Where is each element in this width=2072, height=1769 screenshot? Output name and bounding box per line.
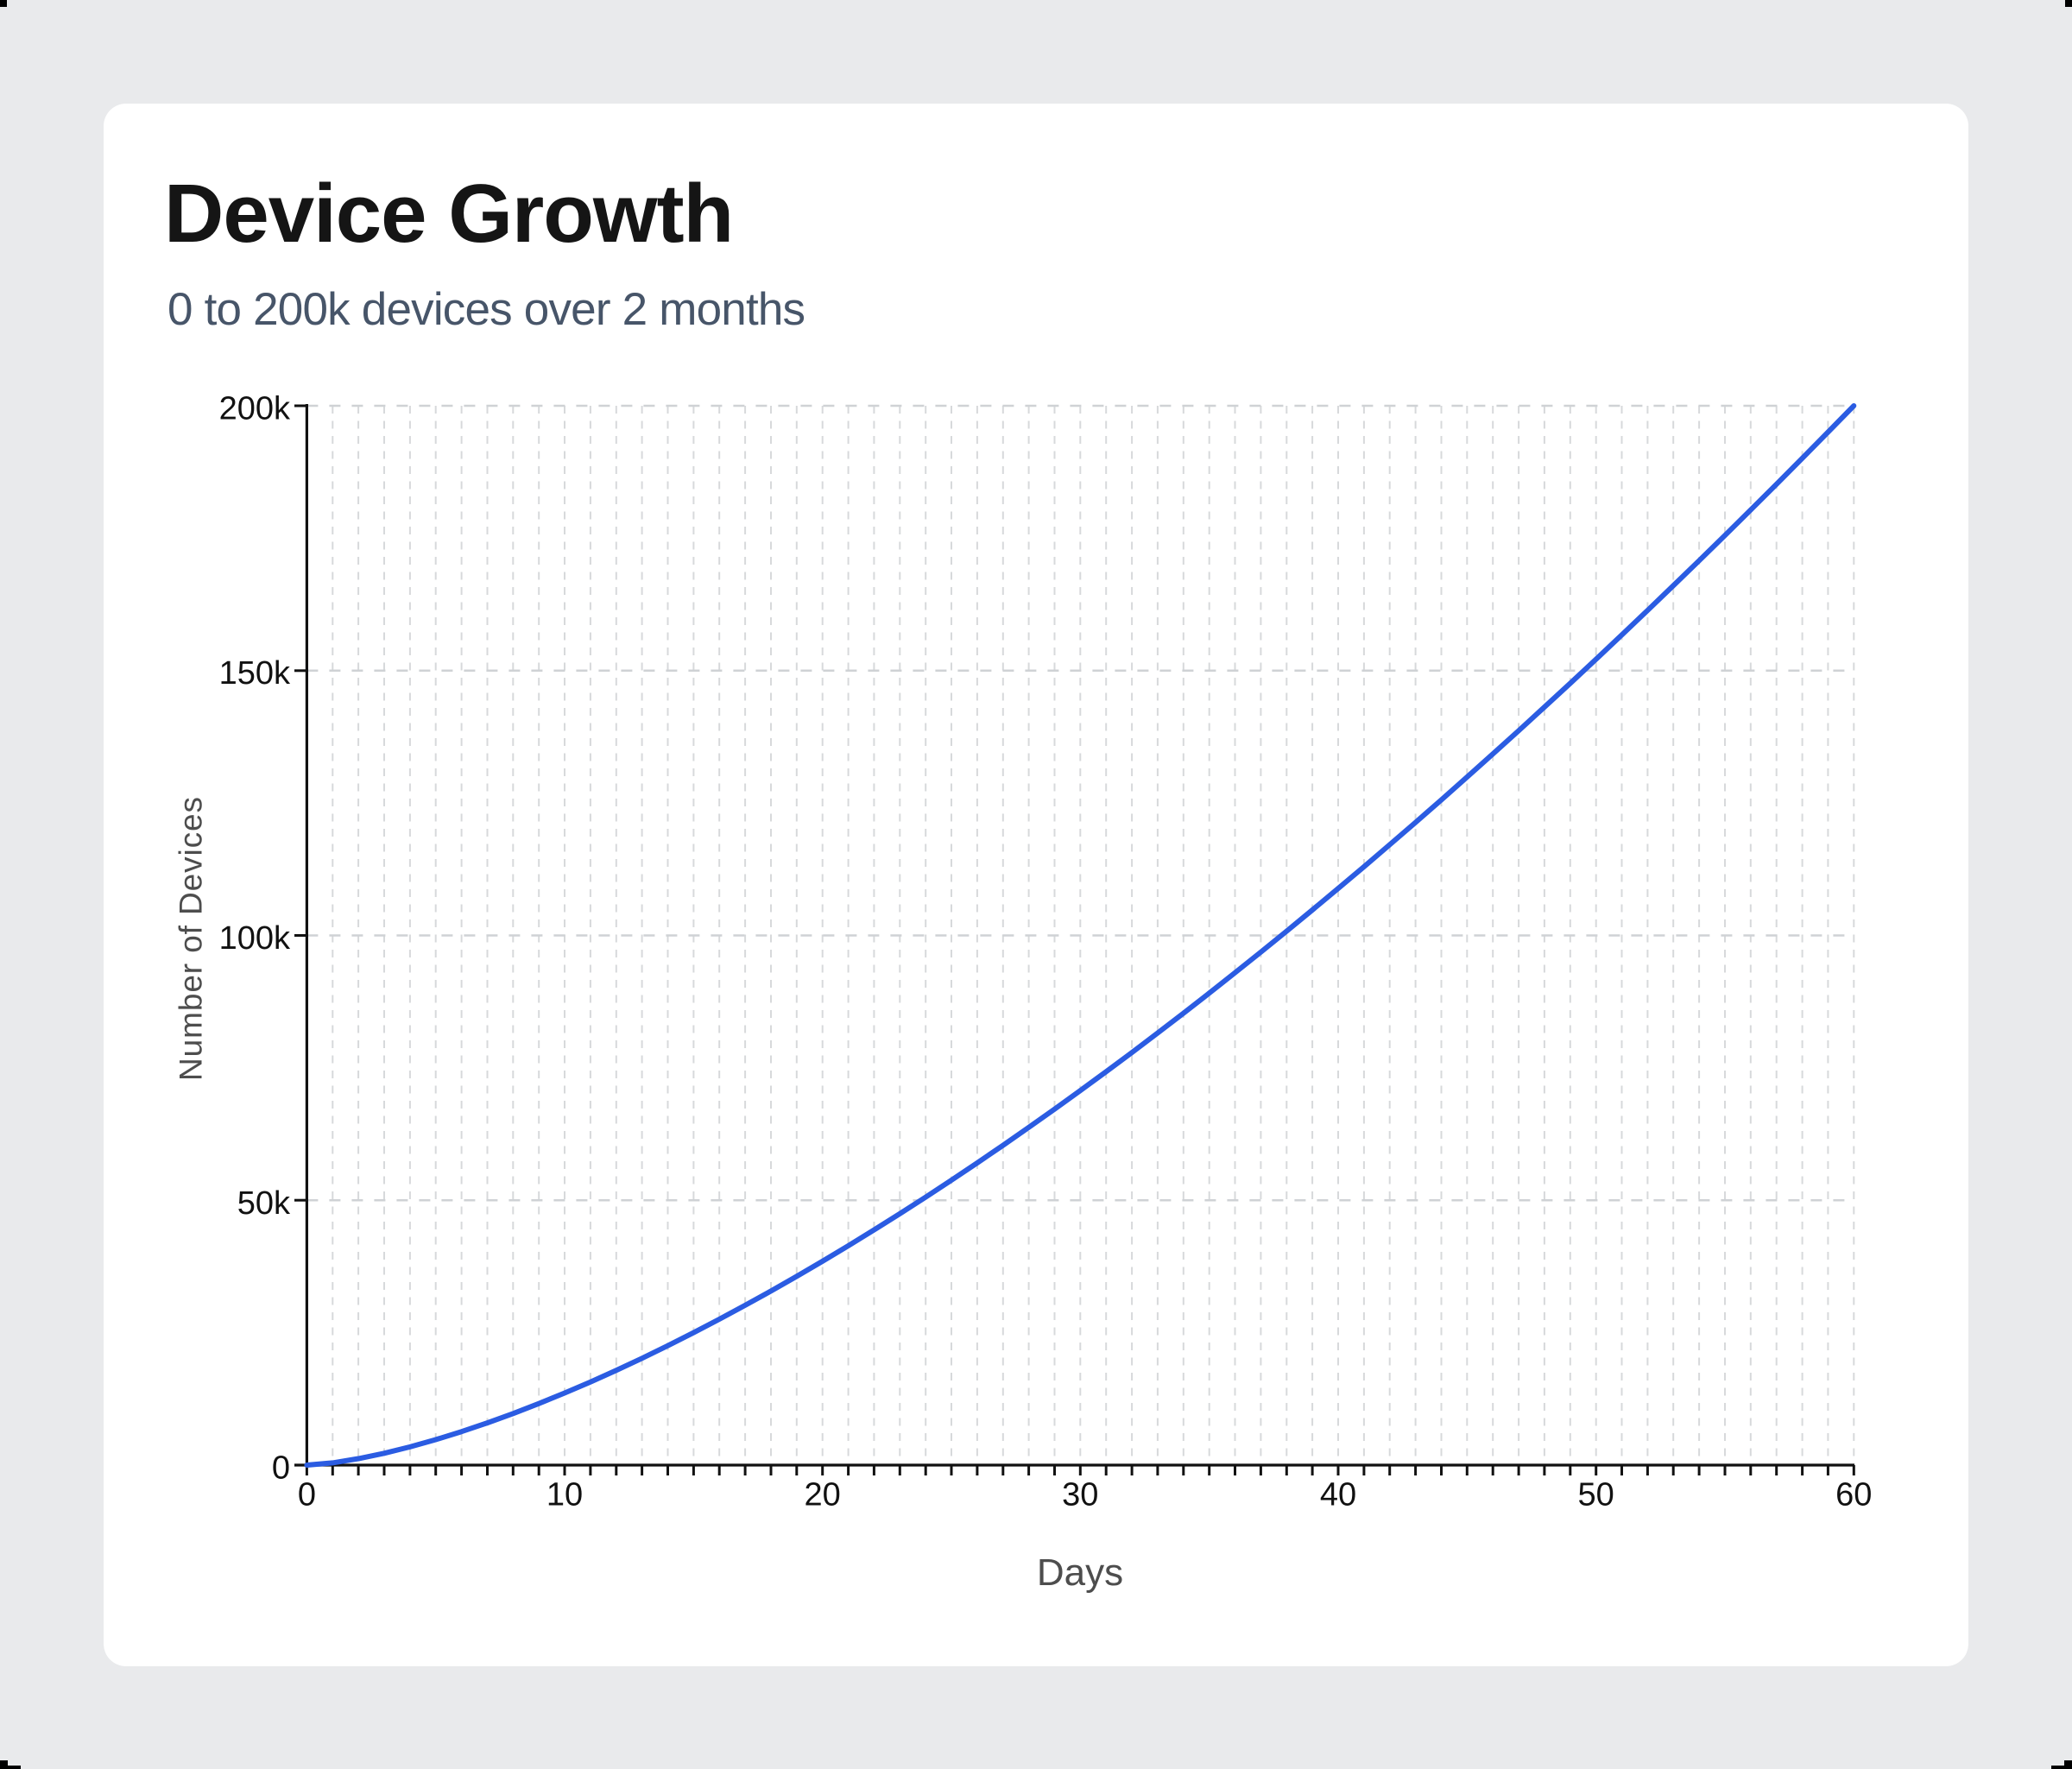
svg-text:20: 20 — [805, 1477, 841, 1513]
svg-text:0: 0 — [272, 1450, 290, 1487]
svg-text:50k: 50k — [237, 1185, 291, 1222]
svg-text:30: 30 — [1062, 1477, 1098, 1513]
svg-text:200k: 200k — [219, 391, 291, 427]
svg-text:100k: 100k — [219, 920, 291, 957]
svg-text:60: 60 — [1835, 1477, 1872, 1513]
svg-text:Days: Days — [1037, 1551, 1123, 1594]
svg-text:Number of Devices: Number of Devices — [174, 796, 209, 1081]
svg-text:10: 10 — [546, 1477, 583, 1513]
svg-text:0: 0 — [298, 1477, 316, 1513]
svg-text:50: 50 — [1578, 1477, 1614, 1513]
svg-text:150k: 150k — [219, 655, 291, 692]
svg-text:40: 40 — [1320, 1477, 1356, 1513]
